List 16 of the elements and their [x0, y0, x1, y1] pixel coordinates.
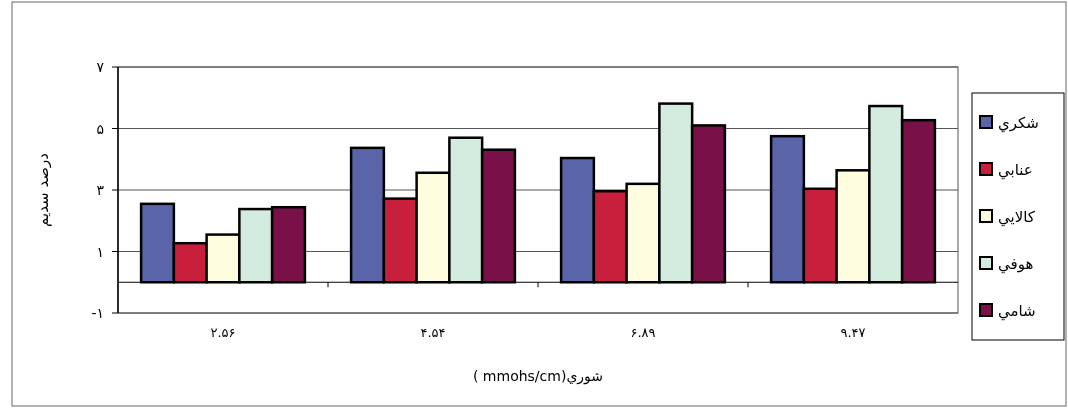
x-tick-label: ۶.۸۹ [630, 325, 656, 340]
y-tick-label: ۵ [96, 120, 104, 137]
x-tick-label: ۹.۴۷ [840, 325, 866, 340]
y-tick-label: ۱ [96, 243, 104, 260]
x-tick-label: ۲.۵۶ [210, 325, 236, 340]
x-axis-title: ( mmohs/cm)شوري [472, 368, 604, 385]
x-tick-label: ۴.۵۴ [420, 325, 446, 340]
legend-label: شكري [998, 114, 1039, 133]
legend-label: كالايي [998, 208, 1036, 227]
y-tick-label: ۷ [96, 59, 105, 75]
legend-label: هوفي [998, 255, 1034, 274]
legend-label: شامي [998, 302, 1036, 321]
y-tick-label: -۱ [91, 305, 104, 321]
y-tick-label: ۳ [96, 182, 105, 198]
legend-label: عنابي [998, 161, 1033, 180]
y-axis-title: درصد سديم [34, 153, 52, 227]
